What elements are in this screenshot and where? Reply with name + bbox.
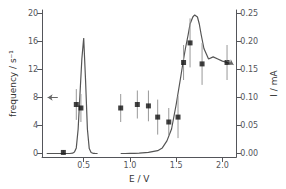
- svg-text:0.00: 0.00: [240, 149, 258, 158]
- svg-text:12: 12: [28, 65, 38, 74]
- svg-text:frequency / s⁻¹: frequency / s⁻¹: [8, 50, 18, 117]
- svg-text:0: 0: [33, 149, 38, 158]
- svg-text:I / mA: I / mA: [269, 69, 279, 96]
- svg-text:0.20: 0.20: [240, 37, 258, 46]
- svg-text:2.0: 2.0: [216, 161, 229, 170]
- svg-text:1.0: 1.0: [124, 161, 137, 170]
- svg-text:20: 20: [28, 9, 38, 18]
- svg-text:E / V: E / V: [129, 174, 150, 184]
- svg-text:0.15: 0.15: [240, 65, 258, 74]
- svg-text:8: 8: [33, 93, 38, 102]
- svg-text:4: 4: [33, 121, 38, 130]
- svg-text:0.05: 0.05: [240, 121, 258, 130]
- svg-text:1.5: 1.5: [170, 161, 183, 170]
- svg-text:16: 16: [28, 37, 38, 46]
- svg-text:0.5: 0.5: [77, 161, 90, 170]
- svg-text:0.10: 0.10: [240, 93, 258, 102]
- svg-text:0.25: 0.25: [240, 9, 258, 18]
